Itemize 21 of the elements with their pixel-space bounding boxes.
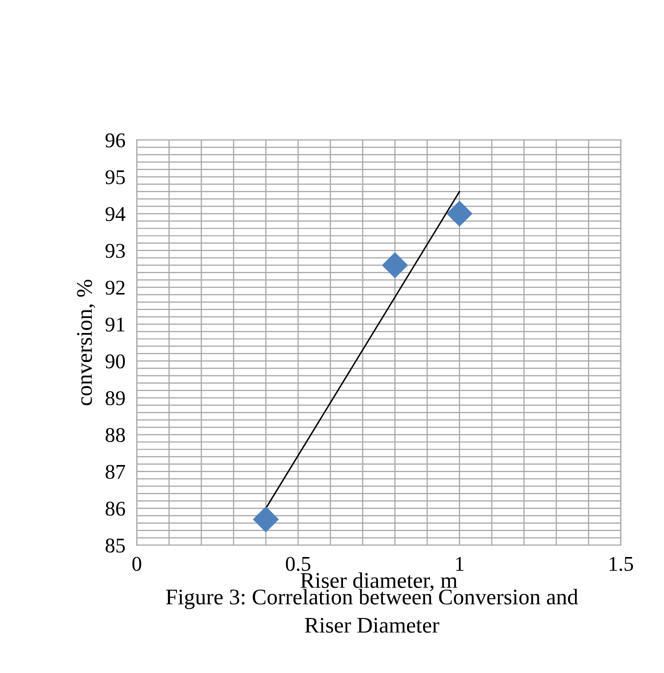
point [253,506,279,532]
y-tick-label: 87 [106,464,126,479]
x-tick-label: 0 [132,556,142,571]
y-tick-label: 88 [106,428,125,442]
y-tick-label: 90 [106,354,125,368]
y-tick-label: 89 [106,391,125,406]
y-tick-label: 95 [106,170,125,184]
y-axis-title: conversion, % [76,280,96,406]
y-tick-label: 92 [106,280,125,295]
x-tick-label: 1.5 [610,556,634,571]
x-tick-label: 0.5 [286,556,310,571]
y-tick-label: 91 [106,318,124,332]
y-tick-label: 86 [106,502,126,516]
y-tick-label: 93 [106,244,125,258]
point [446,200,472,226]
point [382,252,408,278]
text: Riser Diameter [304,618,440,633]
y-tick-label: 96 [106,133,126,148]
x-tick-label: 1 [456,556,464,571]
y-tick-label: 94 [106,207,126,222]
y-tick-label: 85 [106,538,125,553]
